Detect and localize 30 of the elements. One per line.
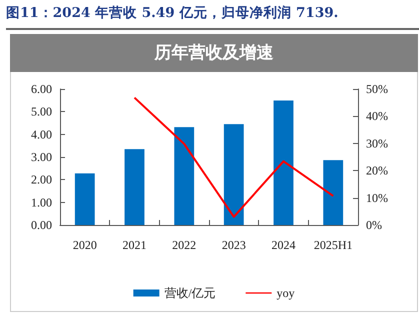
bar [124,149,144,225]
x-tick-label: 2024 [272,238,296,252]
y2-tick-label: 0% [366,218,382,232]
chart-title: 图11：2024 年营收 5.49 亿元，归母净利润 7139. [6,4,338,22]
bar [74,173,95,225]
y-tick-label: 0.00 [31,218,52,232]
y-tick-label: 5.00 [31,104,52,119]
bar [323,160,344,225]
legend-label: 营收/亿元 [164,286,216,300]
line-series [134,96,334,218]
legend-label: yoy [276,286,295,300]
y2-tick-label: 50% [366,82,388,96]
y-tick-label: 6.00 [31,82,52,96]
y2-tick-label: 20% [366,164,388,178]
y-tick-label: 4.00 [31,127,52,142]
y2-tick-label: 30% [366,136,388,150]
bar [224,124,244,225]
y2-tick-label: 40% [366,109,388,124]
x-tick-label: 2023 [222,238,246,252]
y-tick-label: 1.00 [31,195,52,210]
bar [174,127,194,225]
y2-tick-label: 10% [366,190,388,205]
y-tick-label: 2.00 [31,172,52,187]
chart-subtitle: 历年营收及增速 [10,34,418,72]
x-tick-label: 2025H1 [314,238,353,252]
y-tick-label: 3.00 [31,150,52,164]
x-tick-label: 2021 [122,238,146,252]
x-tick-label: 2022 [172,238,196,252]
bar [274,100,294,225]
x-tick-label: 2020 [72,238,97,252]
